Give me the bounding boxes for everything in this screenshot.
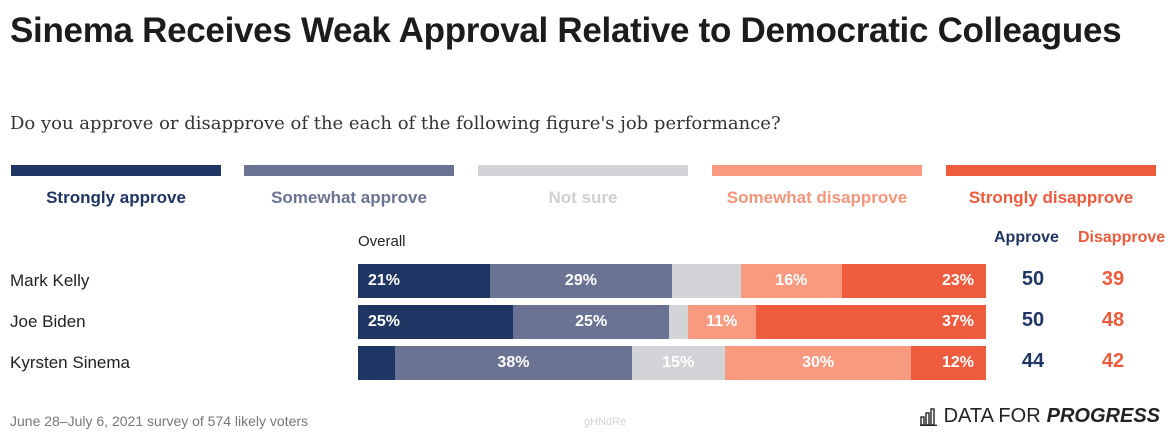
segment-label: 30% [802,354,835,371]
row-label: Kyrsten Sinema [10,353,130,372]
stacked-bar: 21% 29% 16% 23% [358,264,986,298]
bar-segment [841,264,986,298]
segment-label: 16% [775,272,808,289]
watermark: gHNdRe [584,416,627,428]
segment-label: 12% [941,354,974,371]
bar-segment [741,264,842,298]
survey-note: June 28–July 6, 2021 survey of 574 likel… [10,413,309,429]
overall-header: Overall [358,233,406,250]
segment-label: 29% [564,272,597,289]
brand-bold: PROGRESS [1046,405,1160,427]
legend-swatch [244,165,454,176]
segment-label: 38% [497,354,530,371]
bar-segment [358,264,490,298]
legend-label: Somewhat approve [271,188,427,207]
chart-title: Sinema Receives Weak Approval Relative t… [10,11,1122,50]
bar-segment [631,346,725,380]
bar-segment [358,346,396,380]
chart-subtitle: Do you approve or disapprove of the each… [10,113,781,134]
row-label: Joe Biden [10,312,86,331]
bar-segment [358,305,514,339]
disapprove-total: 39 [1101,268,1125,290]
legend-swatch [946,165,1156,176]
legend-item: Strongly disapprove [946,165,1156,208]
bar-segment [395,346,632,380]
row-label: Mark Kelly [10,271,90,290]
bar-segment [513,305,669,339]
segment-label: 25% [575,313,608,330]
segment-label: 23% [941,272,974,289]
legend-swatch [478,165,688,176]
disapprove-total: 48 [1101,309,1125,331]
approve-total: 50 [1021,268,1045,290]
bar-segment [755,305,986,339]
brand-light: DATA FOR [943,405,1041,427]
legend-label: Somewhat disapprove [726,188,908,207]
bar-segment [489,264,672,298]
segment-label: 21% [368,272,401,289]
disapprove-total: 42 [1101,350,1125,372]
approve-total: 50 [1021,309,1045,331]
legend-label: Not sure [548,188,618,207]
legend-label: Strongly disapprove [968,188,1134,207]
legend-item: Somewhat approve [244,165,454,208]
legend-item: Strongly approve [11,165,221,208]
brand-logo: DATA FOR PROGRESS [919,405,1160,428]
bar-segment [672,264,742,298]
bar-segment [724,346,912,380]
approve-header: Approve [994,229,1059,246]
bar-segment [668,305,688,339]
stacked-bar: 25% 25% 11% 37% [358,305,986,339]
bar-segment [687,305,756,339]
segment-label: 11% [706,313,738,330]
approve-total: 44 [1021,350,1045,372]
segment-label: 37% [941,313,974,330]
legend-swatch [712,165,922,176]
legend-item: Not sure [478,165,688,208]
stacked-bar: 38% 15% 30% 12% [358,346,986,380]
disapprove-header: Disapprove [1078,229,1166,246]
legend-item: Somewhat disapprove [712,165,922,208]
legend-label: Strongly approve [46,188,186,207]
bar-chart-icon [919,407,937,426]
segment-label: 25% [368,313,401,330]
segment-label: 15% [662,354,695,371]
bar-segment [911,346,986,380]
legend-swatch [11,165,221,176]
